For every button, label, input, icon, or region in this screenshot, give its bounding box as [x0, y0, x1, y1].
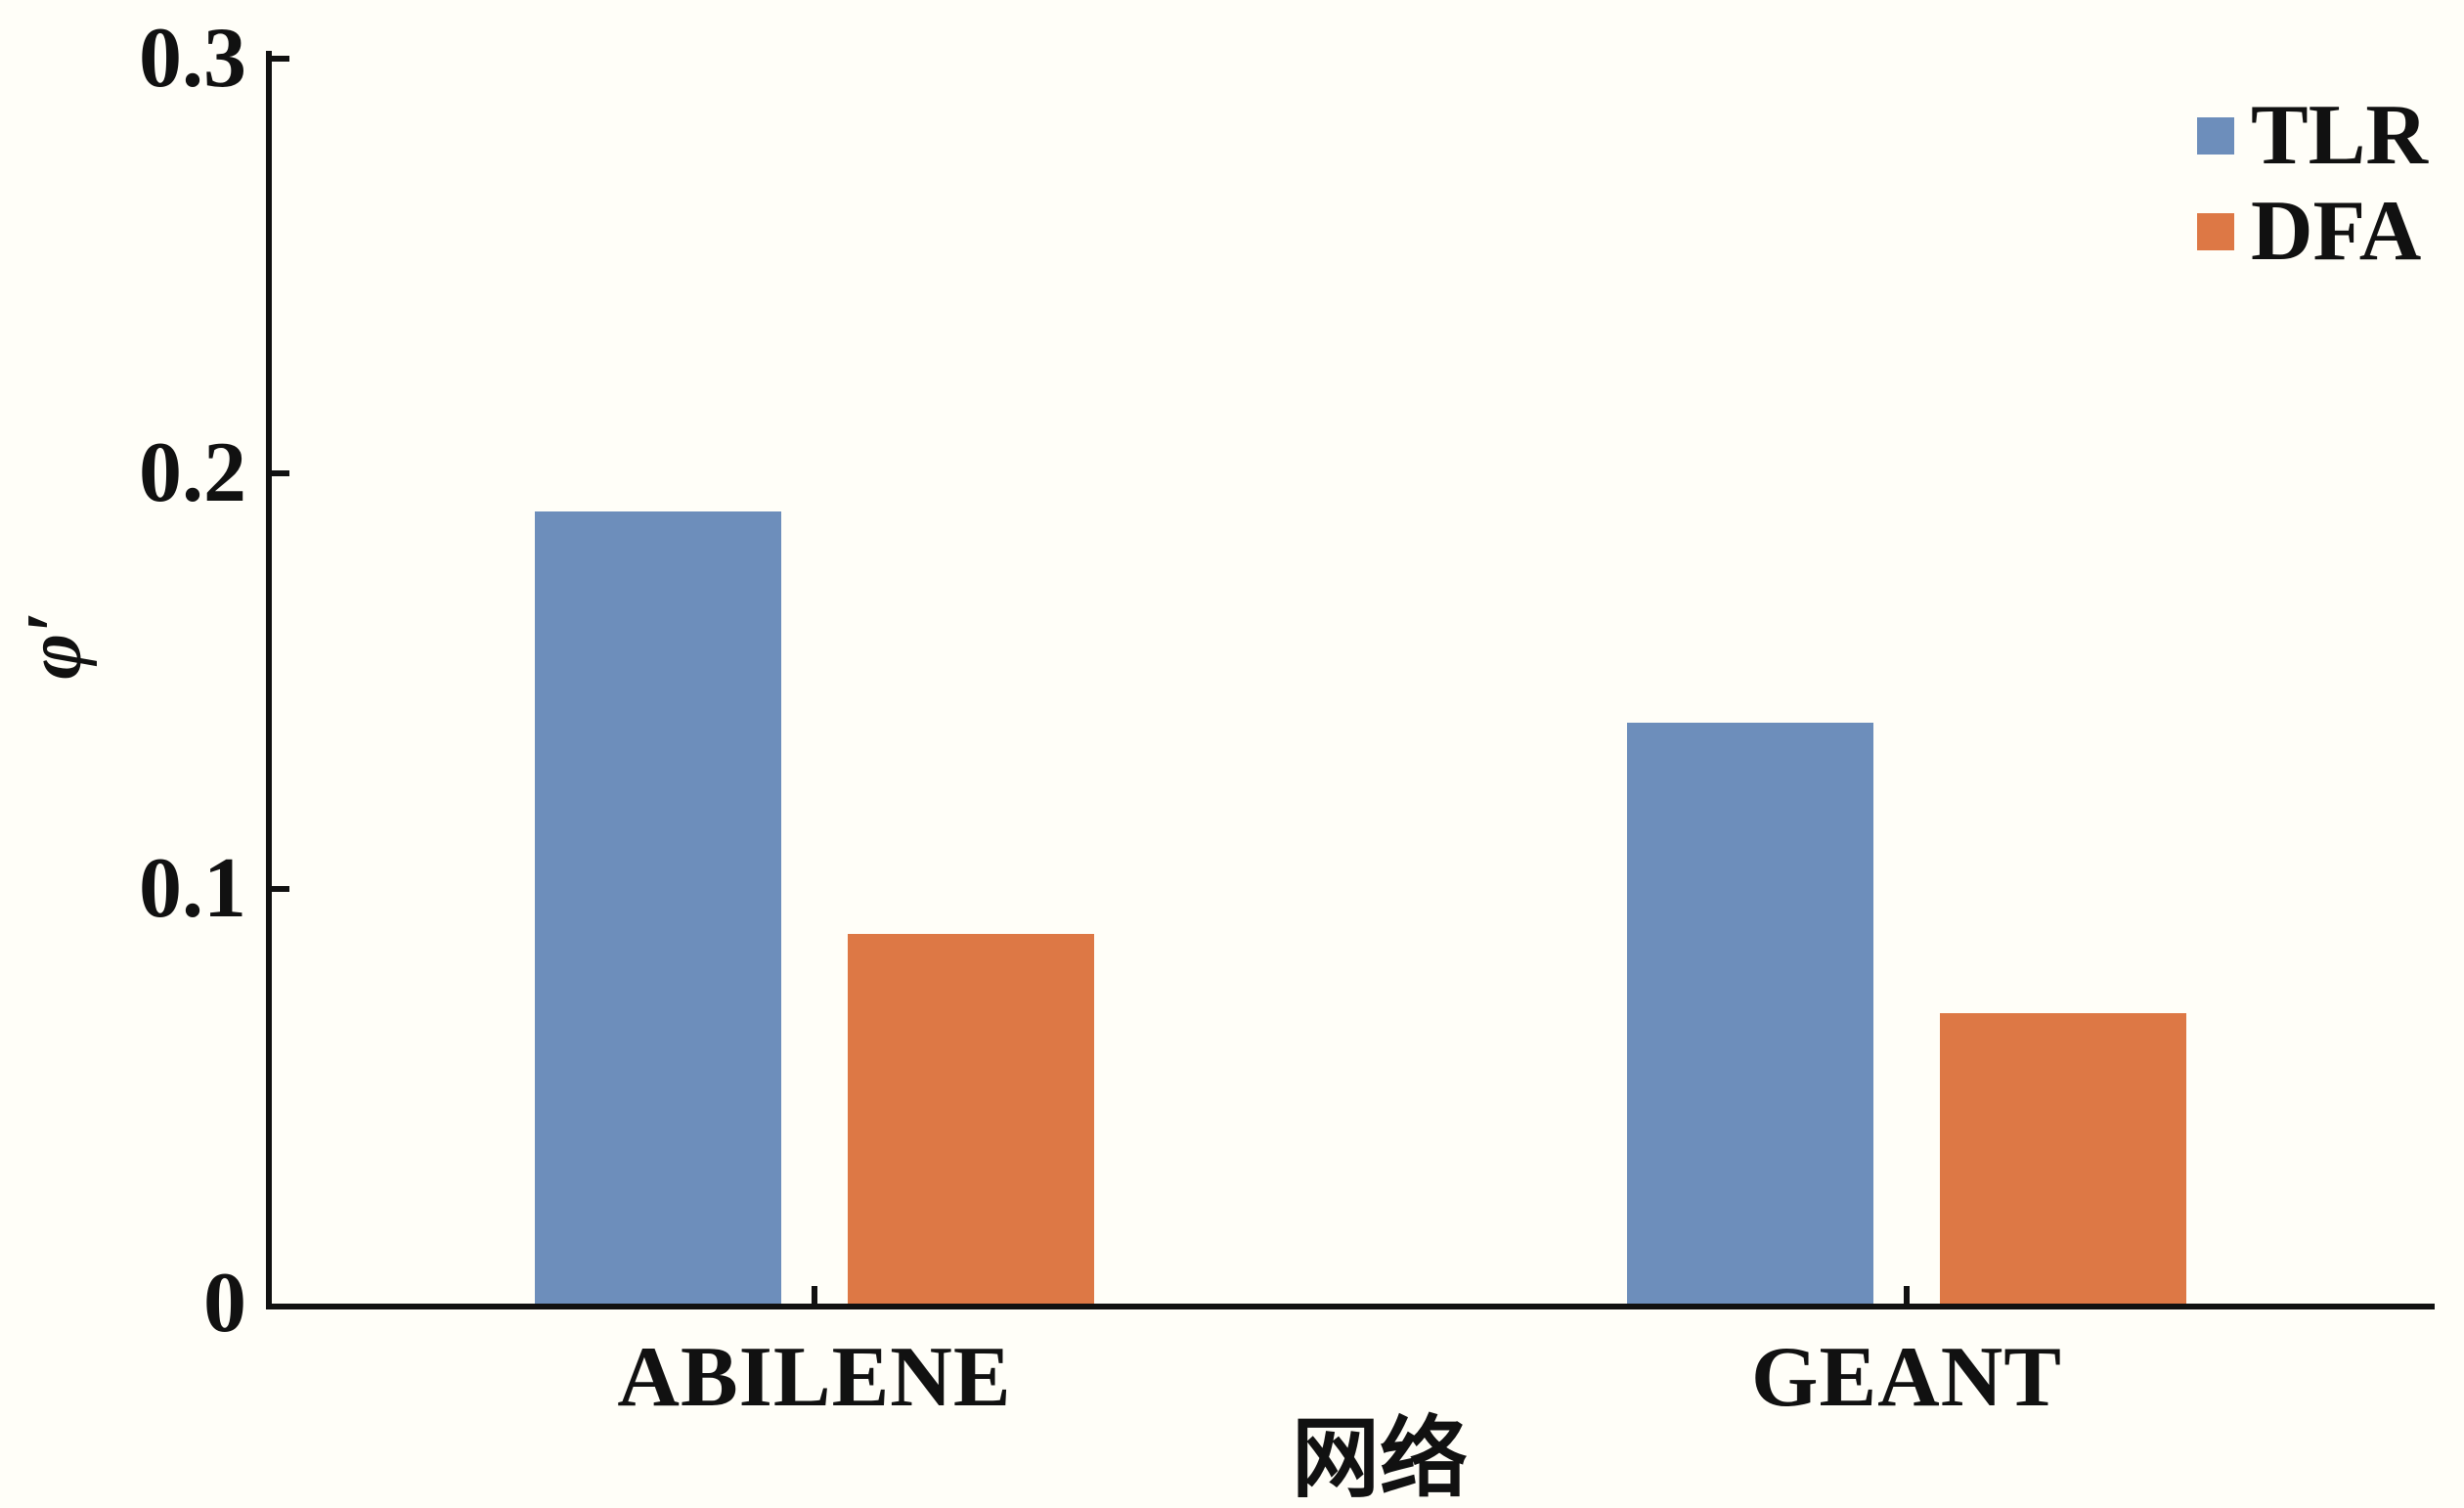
y-tick-0.1 — [272, 885, 289, 892]
x-tick-geant — [1904, 1286, 1910, 1304]
category-label-geant: GEANT — [1751, 1330, 2062, 1425]
bar-abilene-dfa — [848, 934, 1094, 1304]
dfa-swatch-icon — [2197, 213, 2234, 250]
y-tick-label-0: 0 — [203, 1256, 246, 1351]
y-tick-0.2 — [272, 470, 289, 477]
legend: TLR DFA — [2197, 93, 2428, 285]
x-axis-line — [266, 1304, 2435, 1309]
y-tick-0.3 — [272, 56, 289, 62]
y-axis-line — [266, 51, 272, 1309]
legend-item-dfa: DFA — [2197, 189, 2428, 275]
x-tick-abilene — [812, 1286, 817, 1304]
y-tick-label-0.1: 0.1 — [139, 840, 246, 936]
legend-item-tlr: TLR — [2197, 93, 2428, 179]
category-label-abilene: ABILENE — [617, 1330, 1012, 1425]
x-axis-title: 网络 — [1292, 1411, 1468, 1508]
bar-abilene-tlr — [535, 510, 781, 1304]
legend-label-tlr: TLR — [2251, 88, 2428, 183]
y-tick-label-0.3: 0.3 — [139, 11, 246, 106]
tlr-swatch-icon — [2197, 117, 2234, 155]
bar-geant-tlr — [1627, 722, 1873, 1304]
bar-geant-dfa — [1940, 1012, 2186, 1304]
y-tick-label-0.2: 0.2 — [139, 425, 246, 521]
legend-label-dfa: DFA — [2251, 184, 2422, 279]
y-axis-title: φ′ — [12, 611, 98, 680]
